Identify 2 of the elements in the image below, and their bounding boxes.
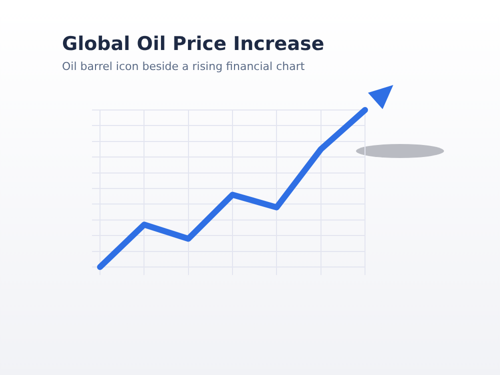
chart-title: Global Oil Price Increase xyxy=(62,33,324,55)
chart-subtitle: Oil barrel icon beside a rising financial chart xyxy=(62,60,305,73)
